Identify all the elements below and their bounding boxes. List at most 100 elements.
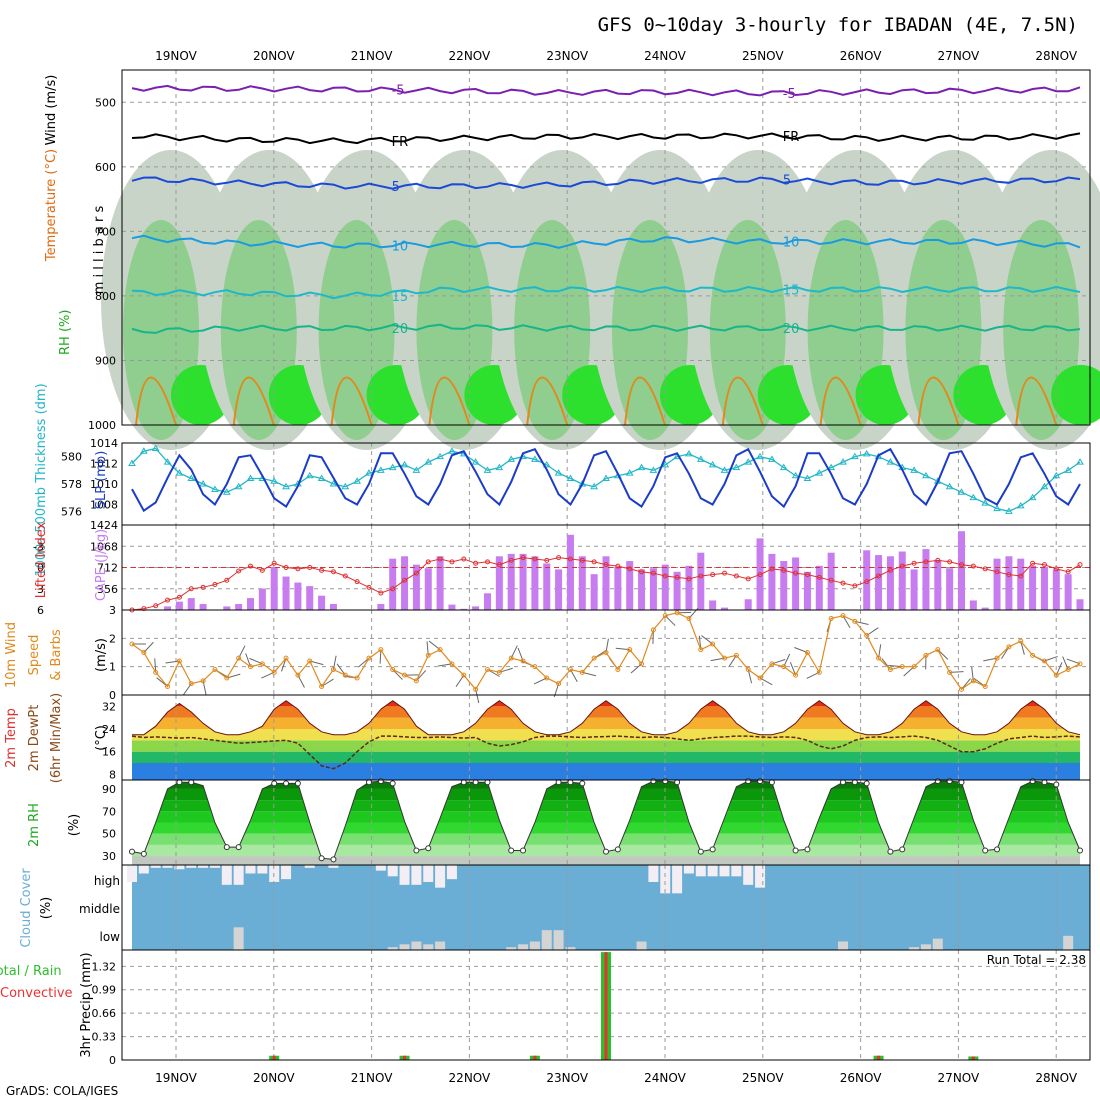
wind-speed-point bbox=[1041, 658, 1047, 664]
thickness-point bbox=[744, 458, 753, 465]
lifted-index-point bbox=[283, 565, 289, 570]
axis-label-rh: RH (%) bbox=[58, 310, 73, 355]
rh-point bbox=[934, 778, 941, 785]
wind-speed-point bbox=[520, 658, 526, 664]
wind-speed-point bbox=[899, 664, 905, 670]
thickness-point bbox=[270, 477, 279, 484]
temp-band bbox=[132, 763, 1080, 780]
cloud-low-bar bbox=[506, 947, 517, 950]
cape-bar bbox=[981, 607, 989, 610]
cloud-low-bar bbox=[233, 927, 244, 950]
isotherm-line bbox=[131, 285, 1081, 300]
chart-title: GFS 0~10day 3-hourly for IBADAN (4E, 7.5… bbox=[598, 14, 1078, 36]
thickness-point bbox=[211, 485, 219, 492]
wind-speed-point bbox=[248, 664, 253, 670]
lifted-index-point bbox=[378, 590, 384, 596]
thickness-point bbox=[329, 480, 338, 487]
rh-point bbox=[235, 844, 242, 851]
surface-isotherm bbox=[819, 376, 862, 426]
wind-tick-label: 1 bbox=[109, 661, 116, 674]
wind-speed-point bbox=[437, 647, 443, 653]
wind-speed-point bbox=[508, 655, 514, 661]
wind-speed-point bbox=[1053, 672, 1059, 678]
cape-bar bbox=[460, 608, 468, 610]
thickness-point bbox=[791, 471, 800, 479]
lifted-index-point bbox=[899, 563, 905, 569]
wind-speed-point bbox=[342, 672, 348, 678]
lifted-index-point bbox=[508, 557, 514, 563]
thickness-point bbox=[850, 452, 859, 460]
date-label-bottom: 27NOV bbox=[938, 1071, 980, 1085]
cape-bar bbox=[247, 598, 254, 610]
cloud-high-bar bbox=[660, 865, 671, 894]
rh-point bbox=[946, 778, 953, 785]
thickness-point bbox=[400, 460, 409, 468]
cloud-background bbox=[132, 865, 1090, 950]
cape-bar bbox=[270, 567, 278, 610]
rh-point bbox=[271, 780, 278, 787]
cloud-high-bar bbox=[257, 865, 268, 874]
cape-bar bbox=[685, 565, 693, 610]
wind-speed-point bbox=[722, 655, 727, 661]
wind-speed-point bbox=[982, 684, 988, 689]
wind-speed-point bbox=[473, 686, 479, 692]
temp-bands bbox=[132, 700, 1080, 780]
cape-bar bbox=[969, 600, 977, 610]
isotherm-line bbox=[131, 234, 1081, 249]
thickness-point bbox=[483, 466, 492, 473]
cloud-low-bar bbox=[411, 941, 422, 950]
wind-speed-point bbox=[200, 678, 206, 684]
surface-isotherm bbox=[526, 376, 569, 426]
cape-bar bbox=[543, 563, 551, 610]
pressure-tick-label: 1000 bbox=[88, 419, 116, 432]
lifted-index-point bbox=[650, 570, 656, 576]
cape-bar bbox=[614, 567, 622, 610]
precip-convective-bar bbox=[533, 1055, 537, 1060]
rh-point bbox=[129, 848, 135, 855]
thickness-point bbox=[199, 480, 207, 487]
cape-bar bbox=[780, 561, 788, 610]
rh-tick-label: 30 bbox=[102, 850, 116, 863]
wind-speed-point bbox=[236, 655, 242, 661]
wind-tick-label: 0 bbox=[109, 689, 116, 702]
date-label-top: 25NOV bbox=[742, 49, 784, 63]
lifted-index-point bbox=[686, 576, 692, 582]
lifted-index-point bbox=[402, 577, 408, 583]
lifted-index-tick-label: -3 bbox=[33, 540, 44, 553]
cloud-high-bar bbox=[221, 865, 232, 885]
wind-speed-point bbox=[271, 669, 277, 675]
wind-speed-point bbox=[259, 661, 265, 667]
date-label-bottom: 25NOV bbox=[742, 1071, 784, 1085]
thickness-point bbox=[886, 458, 895, 465]
thickness-point bbox=[317, 474, 326, 482]
lifted-index-point bbox=[864, 579, 870, 585]
lifted-index-point bbox=[520, 555, 526, 561]
pressure-tick-label: 800 bbox=[95, 290, 116, 303]
isotherm-label: 5 bbox=[783, 174, 791, 189]
isotherm-line bbox=[131, 132, 1081, 145]
cape-tick-label: 1068 bbox=[90, 540, 118, 553]
rh-shade bbox=[1051, 365, 1100, 425]
wind-speed-point bbox=[366, 655, 372, 661]
date-label-bottom: 26NOV bbox=[840, 1071, 882, 1085]
isotherm-label: FR bbox=[783, 130, 800, 145]
lifted-index-point bbox=[200, 584, 206, 590]
lifted-index-point bbox=[947, 559, 953, 565]
lifted-index-point bbox=[887, 567, 893, 573]
lifted-index-point bbox=[816, 574, 822, 580]
rh-point bbox=[377, 778, 384, 785]
isotherm-label: 20 bbox=[392, 322, 409, 337]
rh-band bbox=[132, 856, 1080, 865]
cape-bar bbox=[566, 534, 574, 610]
isotherm-label: FR bbox=[392, 135, 409, 150]
cape-bar bbox=[958, 531, 965, 610]
cape-bar bbox=[709, 600, 717, 610]
lifted-index-point bbox=[911, 560, 917, 566]
lifted-index-tick-label: 3 bbox=[37, 583, 44, 596]
isotherm-line bbox=[131, 323, 1081, 334]
cloud-high-bar bbox=[198, 865, 209, 868]
thickness-point bbox=[708, 460, 717, 468]
cape-bar bbox=[898, 551, 906, 610]
axis-label-cape: CAPE (J/kg) bbox=[94, 529, 109, 601]
wind-speed-point bbox=[733, 652, 739, 658]
